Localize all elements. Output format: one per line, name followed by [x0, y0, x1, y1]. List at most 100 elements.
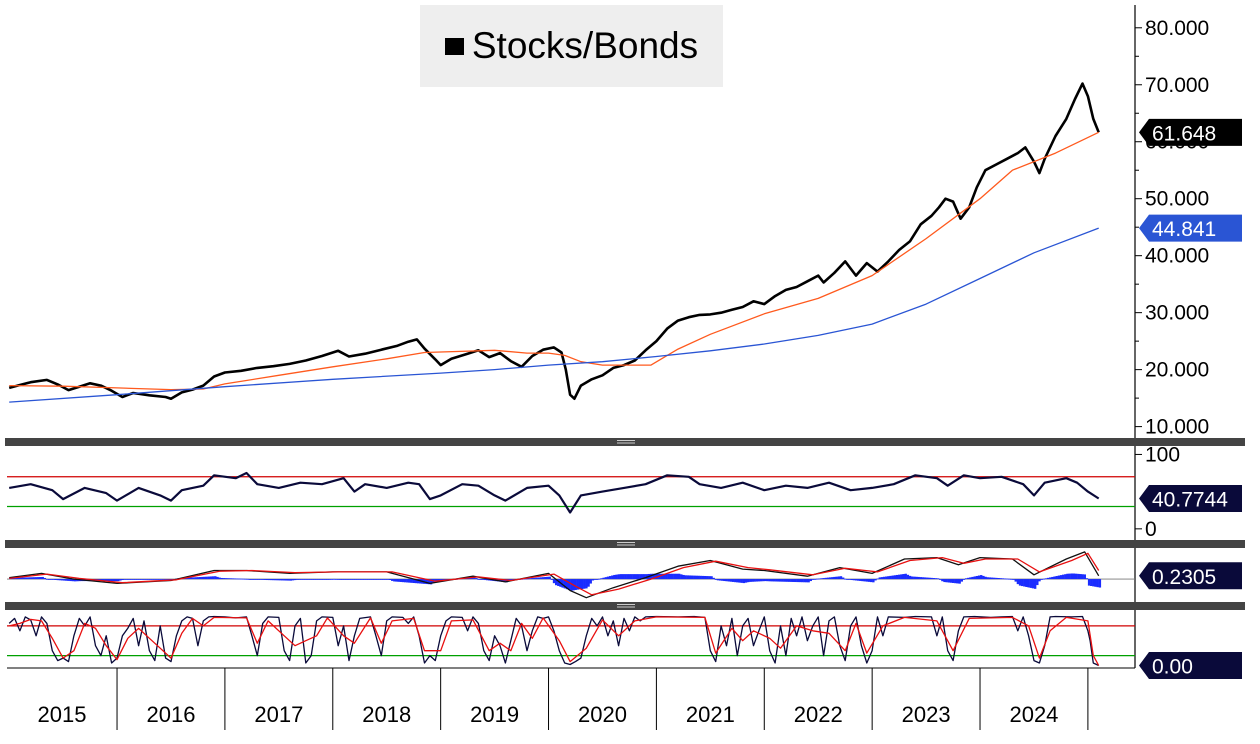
histogram-bar [50, 579, 53, 580]
histogram-bar [1066, 573, 1069, 580]
histogram-bar [565, 579, 569, 590]
histogram-bar [123, 579, 126, 580]
histogram-bar [1018, 579, 1022, 586]
histogram-bar [632, 574, 636, 580]
histogram-bar [624, 574, 627, 580]
histogram-bar [945, 579, 948, 583]
histogram-bar [608, 576, 612, 580]
histogram-bar [550, 579, 554, 580]
histogram-bar [669, 573, 672, 580]
histogram-bar [960, 579, 964, 582]
histogram-bar [119, 579, 122, 581]
histogram-bar [872, 579, 875, 583]
histogram-bar [906, 574, 910, 580]
panel-separator [5, 602, 1245, 610]
histogram-bar [302, 579, 305, 580]
histogram-bar [781, 579, 784, 582]
histogram-bar [71, 579, 75, 582]
histogram-bar [652, 573, 655, 580]
histogram-bar [246, 578, 249, 580]
histogram-bar [768, 579, 771, 582]
histogram-bar [816, 578, 819, 580]
histogram-bar [395, 579, 398, 582]
histogram-bar [244, 578, 247, 580]
histogram-bar [697, 575, 700, 580]
histogram-bar [682, 574, 685, 580]
y-tick-label: 50.000 [1145, 188, 1209, 211]
histogram-bar [352, 579, 355, 580]
histogram-bar [17, 577, 21, 580]
histogram-bar [233, 578, 236, 580]
histogram-bar [807, 579, 810, 583]
histogram-bar [537, 577, 541, 580]
histogram-bar [360, 579, 364, 580]
histogram-bar [885, 576, 888, 580]
histogram-bar [684, 575, 687, 580]
y-tick-label: 20.000 [1145, 359, 1209, 382]
histogram-bar [736, 579, 739, 583]
histogram-bar [399, 579, 403, 582]
histogram-bar [298, 579, 301, 580]
histogram-bar [104, 579, 107, 582]
histogram-bar [1062, 574, 1065, 580]
histogram-bar [997, 578, 1000, 580]
histogram-bar [574, 579, 577, 590]
histogram-bar [127, 579, 131, 580]
histogram-bar [580, 579, 584, 590]
histogram-bar [943, 579, 946, 583]
histogram-bar [1094, 579, 1097, 587]
legend-label: Stocks/Bonds [471, 25, 699, 66]
histogram-bar [939, 579, 942, 580]
x-tick-label: 2018 [362, 702, 411, 727]
histogram-bar [475, 578, 478, 580]
histogram-bar [147, 579, 150, 580]
histogram-bar [764, 579, 767, 582]
histogram-bar [649, 573, 653, 580]
x-tick-label: 2017 [254, 702, 303, 727]
histogram-bar [1055, 576, 1058, 580]
histogram-bar [425, 579, 428, 585]
histogram-bar [477, 578, 480, 580]
histogram-bar [973, 576, 976, 580]
histogram-bar [600, 578, 603, 580]
histogram-bar [835, 576, 838, 580]
series-stocks-bonds [8, 82, 1100, 400]
histogram-bar [895, 574, 899, 580]
value-tag [1139, 562, 1242, 590]
histogram-bar [108, 579, 111, 582]
histogram-bar [982, 575, 985, 580]
histogram-bar [893, 575, 897, 580]
histogram-bar [576, 579, 579, 590]
histogram-bar [587, 579, 590, 587]
histogram-bar [1087, 579, 1091, 586]
histogram-bar [954, 579, 957, 584]
histogram-bar [1010, 578, 1013, 580]
histogram-bar [688, 575, 692, 580]
histogram-bar [483, 579, 487, 581]
histogram-bar [654, 573, 657, 580]
histogram-bar [863, 579, 866, 582]
histogram-bar [158, 579, 161, 580]
histogram-bar [595, 579, 599, 580]
histogram-bar [747, 579, 750, 583]
histogram-bar [274, 579, 277, 581]
histogram-bar [544, 576, 547, 580]
histogram-bar [1092, 579, 1095, 587]
histogram-bar [984, 576, 987, 580]
panel-stochastic: 0.00 [7, 615, 1242, 680]
histogram-bar [1003, 578, 1007, 580]
histogram-bar [117, 579, 120, 582]
histogram-bar [334, 578, 338, 580]
panel-rsi: 0 100 40.7744 [7, 443, 1242, 541]
histogram-bar [52, 579, 55, 580]
x-tick-label: 2021 [686, 702, 735, 727]
histogram-bar [712, 577, 715, 580]
histogram-bar [1064, 574, 1067, 580]
histogram-bar [380, 579, 383, 580]
histogram-bar [1005, 578, 1009, 580]
histogram-bar [129, 579, 133, 580]
histogram-bar [481, 579, 485, 580]
histogram-bar [112, 579, 116, 582]
histogram-bar [224, 578, 228, 580]
histogram-bar [378, 579, 381, 580]
